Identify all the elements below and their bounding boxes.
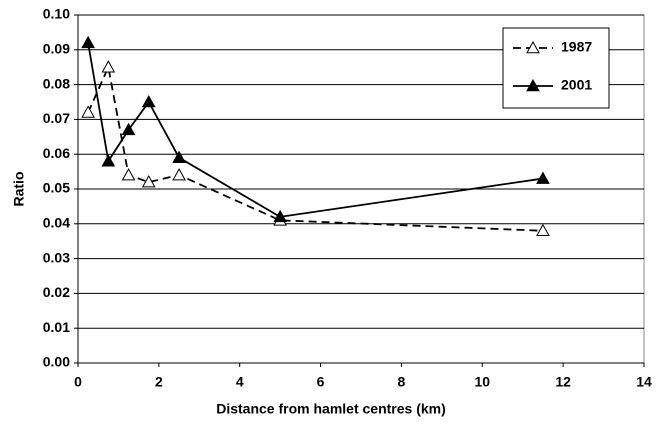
y-axis-label: Ratio: [11, 172, 27, 207]
legend-label: 2001: [561, 77, 592, 93]
marker: [172, 150, 186, 163]
marker: [121, 168, 136, 181]
marker: [273, 209, 287, 223]
y-tick-label: 0.09: [43, 41, 70, 57]
legend-label: 1987: [561, 39, 592, 55]
marker: [121, 122, 136, 136]
y-tick-label: 0.10: [43, 6, 70, 22]
marker: [101, 154, 116, 167]
x-tick-label: 8: [398, 374, 406, 390]
legend-marker: [526, 78, 540, 92]
y-tick-label: 0.04: [43, 215, 70, 231]
x-tick-label: 12: [555, 374, 571, 390]
x-tick-label: 14: [636, 374, 652, 390]
y-tick-label: 0.05: [43, 180, 70, 196]
x-tick-label: 0: [74, 374, 82, 390]
x-tick-label: 2: [155, 374, 163, 390]
y-tick-label: 0.01: [43, 319, 70, 335]
marker: [81, 105, 95, 118]
marker: [536, 171, 550, 184]
y-tick-label: 0.00: [43, 354, 70, 370]
marker: [141, 175, 156, 188]
marker: [81, 35, 95, 49]
legend-box: [502, 27, 610, 109]
x-tick-label: 6: [317, 374, 325, 390]
y-tick-label: 0.02: [43, 284, 70, 300]
marker: [172, 168, 186, 181]
y-tick-label: 0.07: [43, 110, 70, 126]
y-tick-label: 0.03: [43, 249, 70, 265]
legend-marker: [526, 40, 540, 54]
x-tick-label: 4: [236, 374, 244, 390]
marker: [101, 60, 116, 73]
marker: [141, 94, 156, 108]
marker: [536, 223, 550, 237]
x-tick-label: 10: [474, 374, 490, 390]
x-axis-label: Distance from hamlet centres (km): [216, 401, 446, 417]
y-tick-label: 0.06: [43, 145, 70, 161]
y-tick-label: 0.08: [43, 75, 70, 91]
